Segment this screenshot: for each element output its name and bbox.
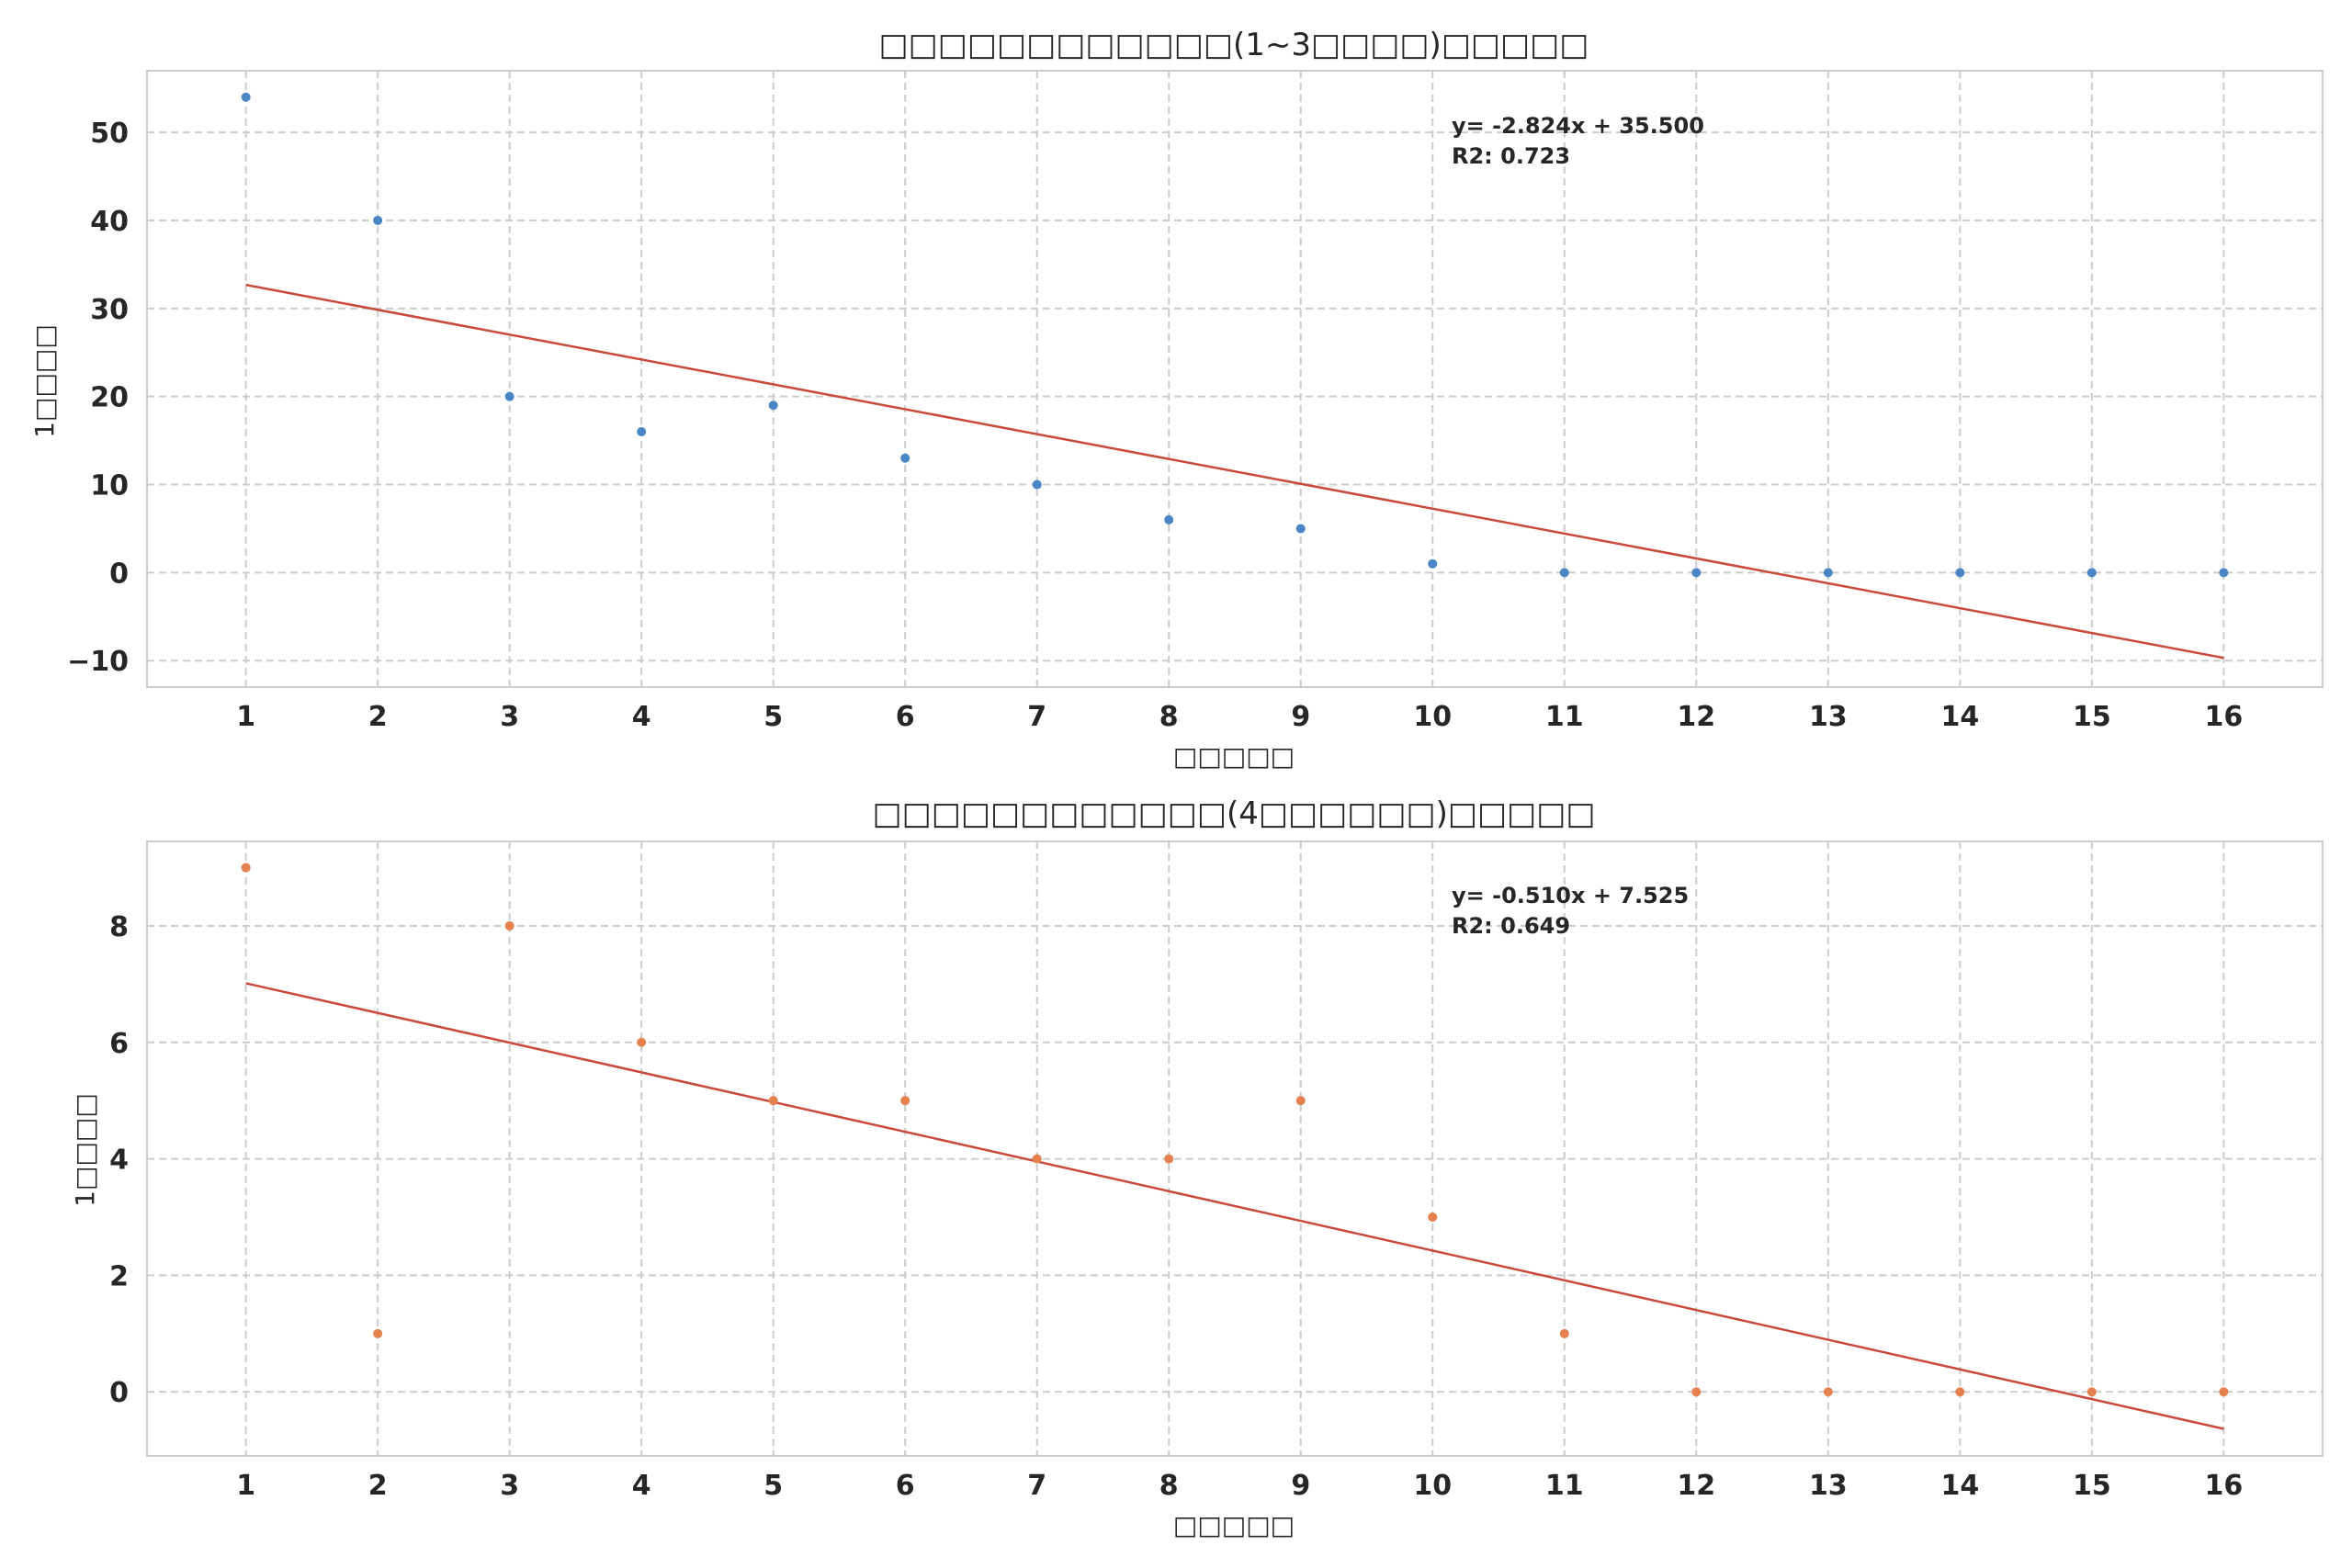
chart-top-data-point xyxy=(637,427,647,437)
chart-top-xtick-label: 2 xyxy=(368,701,388,733)
chart-bottom-title: □□□□□□□□□□□□(4□□□□□□)□□□□□ xyxy=(872,795,1595,832)
chart-bottom-data-point xyxy=(900,1096,910,1106)
chart-top-data-point xyxy=(1428,558,1438,569)
chart-top-data-point xyxy=(2219,568,2229,578)
chart-bottom-data-point xyxy=(504,920,514,931)
chart-top-data-point xyxy=(1295,524,1306,534)
chart-top-xtick-label: 15 xyxy=(2073,701,2111,733)
chart-top-ytick-label: −10 xyxy=(67,646,129,678)
chart-top-xtick-label: 6 xyxy=(896,701,915,733)
chart-bottom-xtick-label: 15 xyxy=(2073,1470,2111,1502)
chart-bottom-ytick-label: 6 xyxy=(109,1028,129,1060)
chart-top-data-point xyxy=(768,400,778,411)
chart-bottom-xtick-label: 3 xyxy=(500,1470,519,1502)
chart-top-xtick-label: 13 xyxy=(1809,701,1848,733)
chart-top-data-point xyxy=(1032,479,1042,490)
chart-bottom-data-point xyxy=(1428,1213,1438,1223)
chart-top-frame xyxy=(146,70,2324,688)
chart-top-xtick-label: 3 xyxy=(500,701,519,733)
chart-bottom-data-point xyxy=(1164,1154,1174,1164)
chart-bottom-data-point xyxy=(1295,1096,1306,1106)
chart-bottom-data-point xyxy=(637,1037,647,1047)
chart-bottom-data-point xyxy=(2219,1387,2229,1397)
chart-bottom-data-point xyxy=(241,863,251,873)
chart-top-data-point xyxy=(2086,568,2097,578)
chart-top-ytick-label: 20 xyxy=(90,382,129,414)
chart-bottom-frame xyxy=(146,840,2324,1457)
chart-bottom-xtick-label: 2 xyxy=(368,1470,388,1502)
chart-top-data-point xyxy=(1955,568,1965,578)
chart-bottom-data-point xyxy=(1691,1387,1702,1397)
chart-bottom-xtick-label: 6 xyxy=(896,1470,915,1502)
chart-bottom-data-point xyxy=(1955,1387,1965,1397)
chart-bottom-ytick-label: 4 xyxy=(109,1145,129,1177)
chart-bottom-xtick-label: 7 xyxy=(1027,1470,1046,1502)
chart-bottom-data-point xyxy=(1032,1154,1042,1164)
chart-top-ytick-label: 40 xyxy=(90,206,129,238)
chart-bottom-ytick-label: 0 xyxy=(109,1377,129,1409)
chart-top-xtick-label: 12 xyxy=(1677,701,1715,733)
chart-bottom-trendline xyxy=(245,982,2224,1430)
chart-bottom-ytick-label: 8 xyxy=(109,911,129,943)
chart-top-data-point xyxy=(241,92,251,102)
chart-bottom-r2: R2: 0.649 xyxy=(1452,913,1570,939)
chart-bottom-equation: y= -0.510x + 7.525 xyxy=(1452,883,1689,908)
chart-top-xtick-label: 8 xyxy=(1159,701,1179,733)
chart-bottom-xtick-label: 13 xyxy=(1809,1470,1848,1502)
chart-top-equation: y= -2.824x + 35.500 xyxy=(1452,113,1704,139)
chart-bottom-ylabel: 1□□□□ xyxy=(70,1093,100,1207)
chart-bottom-data-point xyxy=(768,1096,778,1106)
chart-bottom-xtick-label: 12 xyxy=(1677,1470,1715,1502)
chart-top-xtick-label: 16 xyxy=(2204,701,2243,733)
chart-top-data-point xyxy=(1823,568,1833,578)
chart-top-data-point xyxy=(373,215,383,225)
chart-bottom-ytick-label: 2 xyxy=(109,1260,129,1292)
chart-bottom-xtick-label: 9 xyxy=(1291,1470,1310,1502)
chart-bottom-xtick-label: 16 xyxy=(2204,1470,2243,1502)
chart-top-xtick-label: 1 xyxy=(236,701,255,733)
chart-bottom-xtick-label: 8 xyxy=(1159,1470,1179,1502)
chart-bottom-data-point xyxy=(1823,1387,1833,1397)
chart-top-xtick-label: 10 xyxy=(1413,701,1452,733)
chart-top-xtick-label: 7 xyxy=(1027,701,1046,733)
chart-bottom-xtick-label: 4 xyxy=(632,1470,651,1502)
chart-bottom-xtick-label: 1 xyxy=(236,1470,255,1502)
chart-top-xtick-label: 14 xyxy=(1940,701,1979,733)
chart-top-data-point xyxy=(1164,514,1174,525)
chart-top-xtick-label: 9 xyxy=(1291,701,1310,733)
chart-bottom-data-point xyxy=(373,1328,383,1338)
chart-top-data-point xyxy=(504,391,514,401)
chart-bottom-data-point xyxy=(2086,1387,2097,1397)
chart-top-xtick-label: 4 xyxy=(632,701,651,733)
chart-bottom-xlabel: □□□□□ xyxy=(1173,1510,1295,1540)
chart-top-r2: R2: 0.723 xyxy=(1452,143,1570,169)
chart-top-xlabel: □□□□□ xyxy=(1173,741,1295,772)
chart-top-ylabel: 1□□□□ xyxy=(29,324,60,438)
chart-top-xtick-label: 11 xyxy=(1545,701,1584,733)
chart-top-ytick-label: 10 xyxy=(90,470,129,502)
chart-top-title: □□□□□□□□□□□□(1~3□□□□)□□□□□ xyxy=(879,27,1589,63)
chart-top-data-point xyxy=(1691,568,1702,578)
chart-top-ytick-label: 30 xyxy=(90,294,129,326)
chart-bottom-xtick-label: 14 xyxy=(1940,1470,1979,1502)
chart-top-ytick-label: 0 xyxy=(109,558,129,590)
chart-top-xtick-label: 5 xyxy=(763,701,783,733)
chart-bottom-xtick-label: 5 xyxy=(763,1470,783,1502)
chart-top-data-point xyxy=(900,453,910,463)
chart-top-data-point xyxy=(1559,568,1569,578)
chart-top-trendline xyxy=(245,283,2224,660)
chart-top-ytick-label: 50 xyxy=(90,118,129,150)
chart-bottom-xtick-label: 10 xyxy=(1413,1470,1452,1502)
chart-bottom-xtick-label: 11 xyxy=(1545,1470,1584,1502)
chart-bottom-data-point xyxy=(1559,1328,1569,1338)
